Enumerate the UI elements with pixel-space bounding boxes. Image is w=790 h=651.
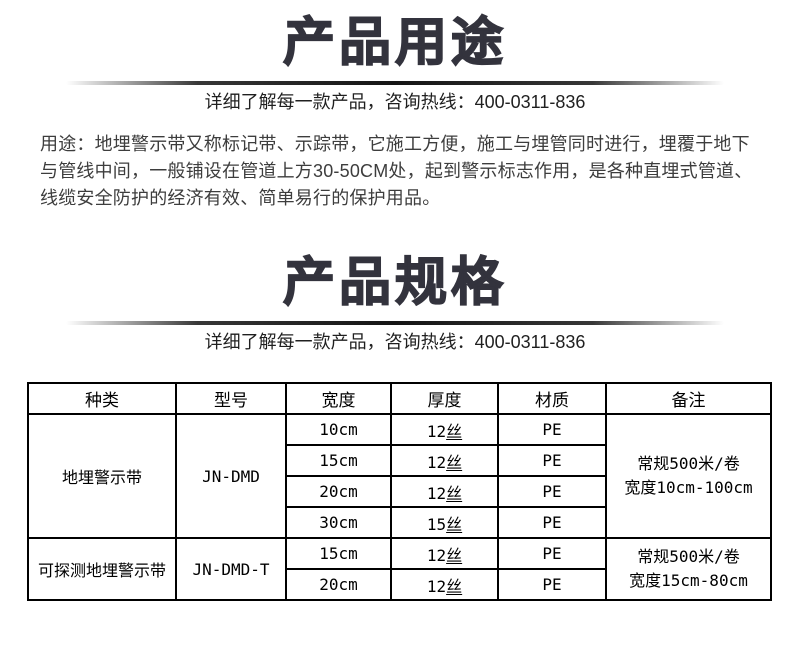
table-row: 20cm 12丝 PE (28, 568, 771, 601)
specs-section: 产品规格 详细了解每一款产品，咨询热线：400-0311-836 (0, 212, 790, 352)
width-cell: 20cm (285, 568, 392, 601)
thickness-cell: 12丝 (390, 537, 499, 570)
material-cell: PE (497, 506, 607, 539)
specs-section-title: 产品规格 (282, 253, 507, 313)
width-cell: 15cm (285, 537, 392, 570)
specs-subtitle: 详细了解每一款产品，咨询热线：400-0311-836 (204, 332, 586, 352)
thickness-value: 12 (426, 545, 447, 565)
thickness-unit: 丝 (446, 514, 463, 534)
thickness-unit: 丝 (446, 421, 463, 441)
usage-subtitle: 详细了解每一款产品，咨询热线：400-0311-836 (204, 92, 586, 112)
material-cell: PE (497, 568, 607, 601)
width-cell: 15cm (285, 444, 392, 477)
thickness-cell: 12丝 (390, 568, 499, 601)
col-header-thickness: 厚度 (390, 382, 499, 415)
usage-section-title: 产品用途 (282, 13, 507, 73)
thickness-value: 12 (426, 421, 447, 441)
model-cell: JN-DMD (175, 413, 287, 539)
note-line-1: 常规500米/卷 (637, 454, 740, 473)
thickness-unit: 丝 (446, 483, 463, 503)
table-row: 30cm 15丝 PE (28, 506, 771, 539)
col-header-note: 备注 (605, 382, 772, 415)
thickness-cell: 12丝 (390, 444, 499, 477)
col-header-material: 材质 (497, 382, 607, 415)
spec-table-header-row: 种类 型号 宽度 厚度 材质 备注 (27, 382, 772, 415)
thickness-unit: 丝 (446, 576, 463, 596)
thickness-cell: 12丝 (390, 475, 499, 508)
col-header-model: 型号 (175, 382, 287, 415)
category-cell: 地埋警示带 (27, 413, 177, 539)
width-cell: 10cm (285, 413, 392, 446)
specs-divider-line (66, 321, 724, 325)
table-row: 15cm 12丝 PE (28, 444, 771, 477)
material-cell: PE (497, 413, 607, 446)
material-cell: PE (497, 475, 607, 508)
thickness-unit: 丝 (446, 452, 463, 472)
spec-table: 种类 型号 宽度 厚度 材质 备注 地埋警示带 JN-DMD 10cm 12丝 … (27, 382, 772, 601)
table-row: 可探测地埋警示带 JN-DMD-T 15cm 12丝 PE 常规500米/卷 宽… (27, 537, 772, 601)
width-cell: 20cm (285, 475, 392, 508)
table-row: 地埋警示带 JN-DMD 10cm 12丝 PE 常规500米/卷 宽度10cm… (27, 413, 772, 539)
category-cell: 可探测地埋警示带 (27, 537, 177, 601)
thickness-value: 12 (426, 452, 447, 472)
usage-divider-line (66, 81, 724, 85)
note-line-1: 常规500米/卷 (637, 547, 740, 566)
usage-section: 产品用途 详细了解每一款产品，咨询热线：400-0311-836 (0, 0, 790, 112)
material-cell: PE (497, 537, 607, 570)
note-cell: 常规500米/卷 宽度10cm-100cm (605, 413, 772, 539)
thickness-value: 12 (426, 483, 447, 503)
width-cell: 30cm (285, 506, 392, 539)
thickness-value: 15 (426, 514, 447, 534)
thickness-cell: 15丝 (390, 506, 499, 539)
thickness-value: 12 (426, 576, 447, 596)
col-header-width: 宽度 (285, 382, 392, 415)
note-cell: 常规500米/卷 宽度15cm-80cm (605, 537, 772, 601)
thickness-cell: 12丝 (390, 413, 499, 446)
note-line-2: 宽度10cm-100cm (624, 478, 753, 497)
col-header-category: 种类 (27, 382, 177, 415)
usage-paragraph: 用途：地埋警示带又称标记带、示踪带，它施工方便，施工与埋管同时进行，埋覆于地下与… (40, 134, 753, 208)
note-line-2: 宽度15cm-80cm (629, 571, 748, 590)
table-row: 20cm 12丝 PE (28, 475, 771, 508)
model-cell: JN-DMD-T (175, 537, 287, 601)
thickness-unit: 丝 (446, 545, 463, 565)
material-cell: PE (497, 444, 607, 477)
